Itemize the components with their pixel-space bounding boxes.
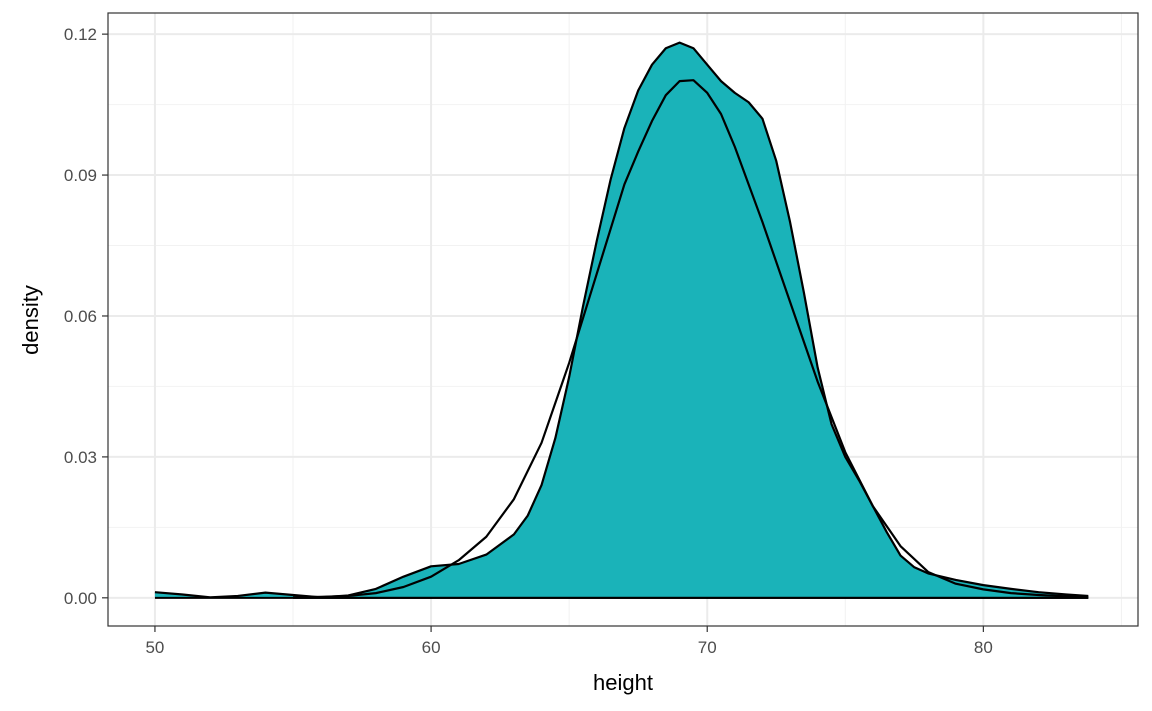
y-axis-title: density: [18, 285, 43, 355]
x-axis-title: height: [593, 670, 653, 695]
y-tick-label: 0.03: [64, 448, 97, 467]
x-tick-label: 70: [698, 638, 717, 657]
x-axis: 50 60 70 80: [145, 626, 993, 657]
density-line-1: [154, 41, 1089, 599]
y-tick-label: 0.00: [64, 589, 97, 608]
x-tick-label: 80: [974, 638, 993, 657]
y-axis: 0.00 0.03 0.06 0.09 0.12: [64, 25, 108, 608]
y-tick-label: 0.09: [64, 166, 97, 185]
density-series: [154, 41, 1089, 599]
x-tick-label: 50: [145, 638, 164, 657]
x-tick-label: 60: [422, 638, 441, 657]
y-tick-label: 0.06: [64, 307, 97, 326]
plot-border: [107, 12, 1139, 627]
y-tick-label: 0.12: [64, 25, 97, 44]
density-area-1: [154, 42, 1089, 598]
density-line-2: [292, 79, 1089, 599]
